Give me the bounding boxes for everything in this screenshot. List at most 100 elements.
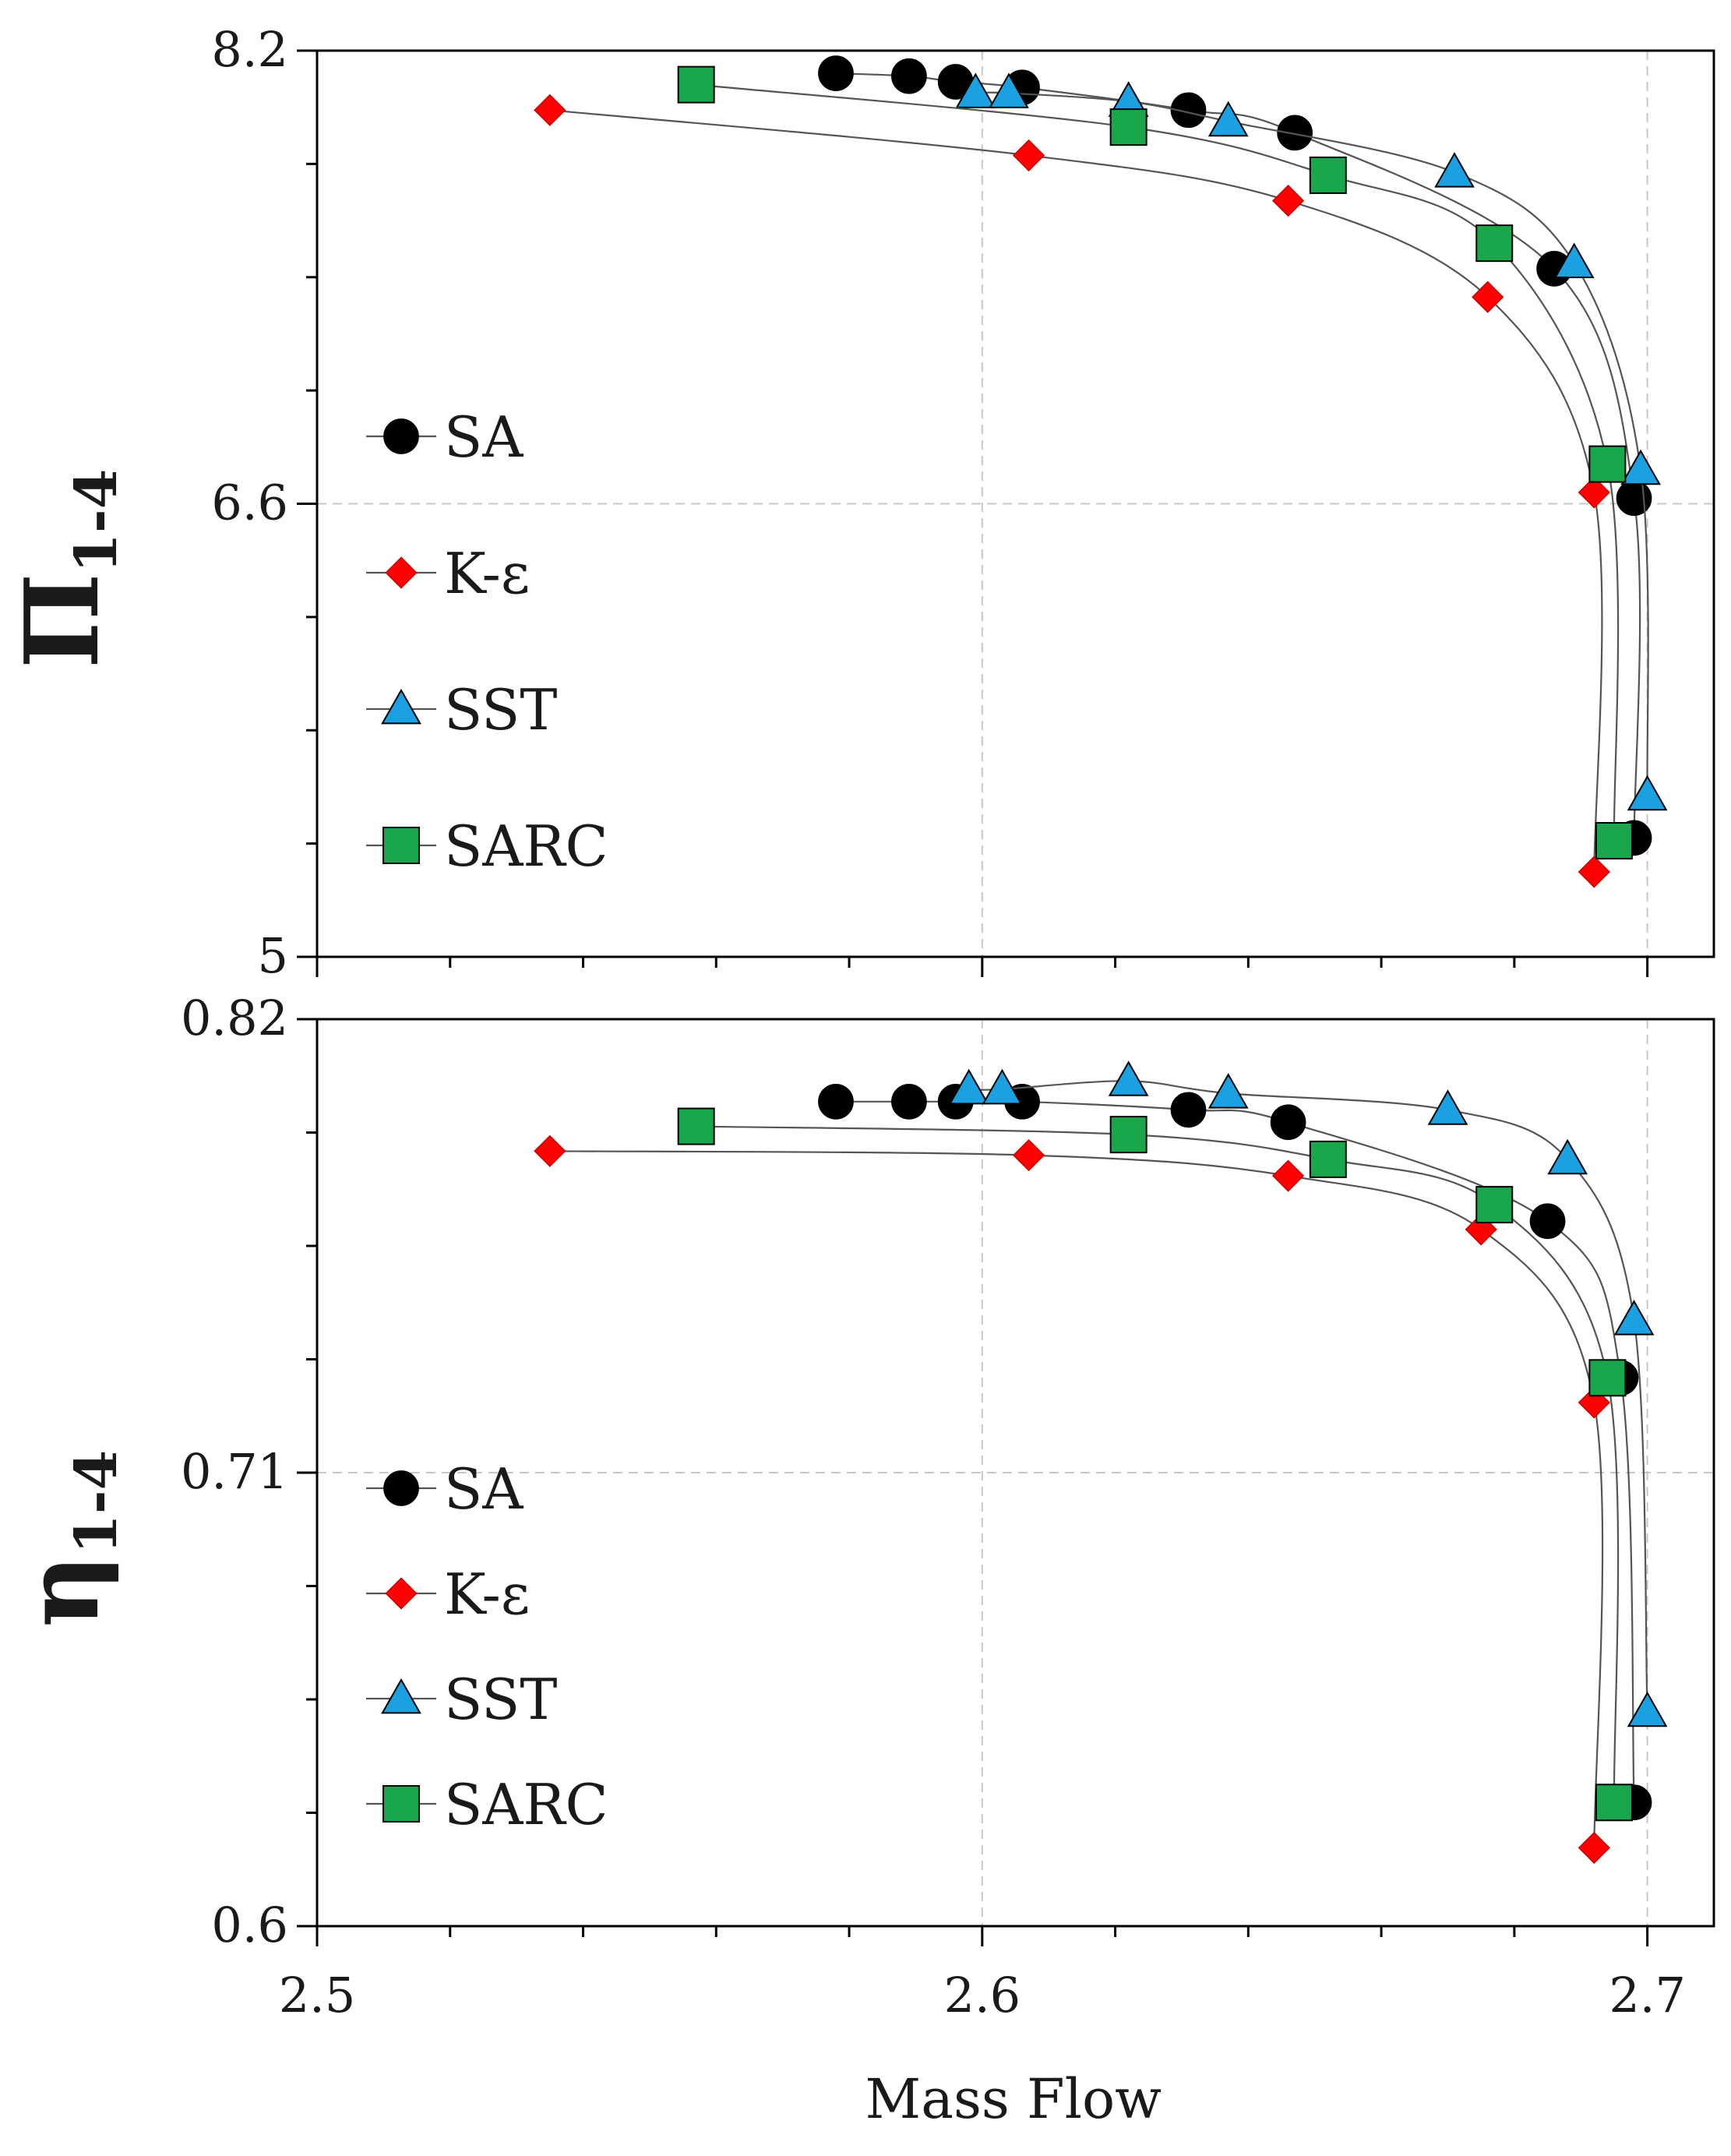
legend-marker [381,688,421,725]
x-axis-title: Mass Flow [866,2067,1162,2131]
data-point [948,1068,989,1105]
series-sa [818,1083,1652,1821]
legend-marker [383,418,419,454]
legend-label: SARC [444,1772,608,1837]
data-point [1309,156,1347,194]
legend-label: SST [444,677,557,743]
series-line [696,83,1620,842]
legend-entry: SARC [366,1772,608,1837]
series-line [835,1099,1635,1803]
data-point [1207,1073,1249,1109]
legend-marker [385,556,418,589]
data-point [1277,115,1313,151]
data-point [1207,101,1249,137]
data-point [989,72,1029,108]
series-line [968,1080,1648,1712]
series-sst [955,72,1668,811]
series-k- [534,94,1610,888]
data-point [1588,445,1627,483]
series-k- [534,1134,1610,1865]
y-tick-label: 5 [258,927,288,984]
data-point [1578,476,1610,509]
data-point [1427,1089,1468,1125]
legend: SA K-ε SST SARC [366,1456,608,1837]
y-tick-label: 8.2 [211,21,288,78]
y-tick-label: 0.6 [211,1897,288,1953]
y-axis-label: η1-4 [2,1450,130,1628]
data-point [891,1083,927,1120]
data-point [1529,1203,1566,1240]
data-point [1012,1138,1045,1172]
data-point [1588,1359,1627,1397]
data-point [1012,139,1045,172]
y-tick-label: 6.6 [211,475,288,531]
legend-entry: SST [366,677,557,743]
legend-entry: SARC [366,813,608,879]
legend-marker [383,1785,420,1823]
panel-bottom: 0.6 0.71 0.82 SA K-ε SST SARC η1-4 2.5 2.6 2.7 Mass… [2,990,1715,2131]
data-point [1270,1104,1306,1141]
series-sa [818,55,1652,856]
panel-top: 5 6.6 8.2 SA K-ε SST SARC Π1-4 [2,21,1715,984]
data-point [1578,1386,1610,1419]
legend-label: K-ε [444,541,530,606]
data-point [982,1068,1023,1105]
data-point [1309,1140,1347,1178]
series-line [549,109,1603,872]
data-point [1271,185,1305,217]
legend-label: SA [444,404,524,470]
series-line [696,1125,1620,1803]
data-point [534,1134,566,1167]
data-point [1108,1060,1149,1096]
x-tick-label: 2.7 [1609,1967,1686,2024]
data-point [1170,1092,1207,1128]
data-point [677,1107,715,1145]
data-point [1475,224,1514,263]
data-point [1475,1186,1514,1224]
data-point [534,94,566,126]
data-point [1547,1138,1588,1175]
series-sarc [677,65,1633,859]
y-tick-label: 0.71 [181,1443,288,1500]
series-line [549,1150,1604,1848]
y-tick-label: 0.82 [181,990,288,1046]
legend-marker [385,1577,418,1610]
legend-marker [381,1678,421,1714]
legend-label: SARC [444,813,608,879]
data-point [1271,1159,1305,1192]
legend-label: K-ε [444,1561,530,1627]
legend-entry: SST [366,1667,557,1732]
series-line [975,91,1649,796]
data-point [1553,242,1595,278]
legend: SA K-ε SST SARC [366,404,608,879]
data-point [891,58,927,94]
series-sst [948,1060,1668,1727]
legend-entry: K-ε [366,541,530,606]
x-tick-label: 2.6 [944,1967,1021,2024]
data-point [1109,108,1148,146]
x-tick-label: 2.5 [279,1967,356,2024]
data-point [1620,449,1661,485]
data-point [1627,1691,1668,1727]
data-point [1578,1831,1610,1865]
legend-entry: SA [366,1456,524,1522]
data-point [1595,821,1633,859]
legend-entry: K-ε [366,1561,530,1627]
data-point [955,72,996,108]
data-point [1627,775,1668,811]
data-point [1434,152,1475,188]
legend-label: SA [444,1456,524,1522]
series-sarc [677,1107,1633,1822]
data-point [818,1083,854,1120]
data-point [1472,281,1504,313]
data-point [818,55,854,91]
data-point [1616,480,1652,517]
data-point [1595,1784,1633,1822]
data-point [677,65,715,104]
data-point [1578,856,1610,888]
data-point [1613,1300,1655,1336]
data-point [1109,1116,1148,1154]
legend-marker [383,1470,419,1506]
data-point [1170,92,1207,129]
